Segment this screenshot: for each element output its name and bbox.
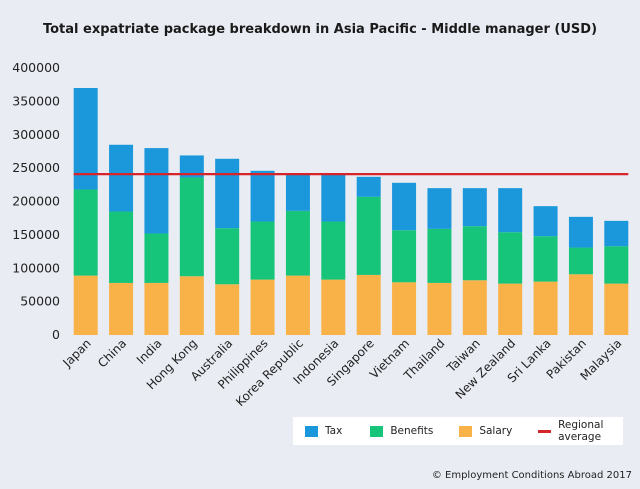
bar-segment-salary — [356, 274, 381, 335]
y-tick-label: 100000 — [12, 260, 60, 275]
bar-segment-salary — [179, 276, 204, 335]
benefits-swatch — [370, 425, 384, 437]
y-tick-label: 50000 — [20, 294, 60, 309]
bar-segment-tax — [392, 182, 417, 231]
bar-segment-tax — [179, 155, 204, 178]
bar-segment-benefits — [144, 233, 169, 283]
y-tick-label: 150000 — [12, 227, 60, 242]
chart-title: Total expatriate package breakdown in As… — [42, 22, 598, 37]
y-tick-label: 300000 — [12, 127, 60, 142]
bar-segment-benefits — [179, 177, 204, 277]
y-tick-label: 350000 — [12, 93, 60, 108]
bar-segment-benefits — [250, 221, 275, 280]
bar-segment-salary — [144, 282, 169, 335]
legend-item-regional-average: Regional average — [538, 419, 623, 443]
bar-segment-tax — [109, 144, 134, 212]
bar-segment-salary — [109, 282, 134, 335]
bar-segment-salary — [533, 281, 558, 335]
copyright-footer: © Employment Conditions Abroad 2017 — [431, 470, 632, 481]
x-tick-label: China — [95, 336, 129, 370]
y-tick-label: 0 — [52, 327, 60, 342]
salary-swatch — [459, 425, 473, 437]
bar-segment-tax — [462, 188, 487, 227]
bar-segment-tax — [321, 174, 346, 222]
legend-label-salary: Salary — [479, 425, 513, 437]
bar-segment-benefits — [568, 247, 593, 275]
legend-item-salary: Salary — [459, 425, 512, 437]
y-tick-label: 250000 — [12, 160, 60, 175]
bar-segment-salary — [498, 283, 523, 335]
regional-average-swatch — [538, 429, 552, 433]
bar-segment-benefits — [498, 232, 523, 284]
bar-segment-benefits — [462, 226, 487, 281]
bar-segment-salary — [568, 274, 593, 335]
bar-segment-tax — [427, 188, 452, 229]
legend-item-benefits: Benefits — [370, 425, 433, 437]
bar-segment-tax — [356, 176, 381, 197]
legend: Tax Benefits Salary Regional average — [293, 417, 623, 445]
bar-segment-benefits — [356, 196, 381, 275]
bar-segment-benefits — [392, 230, 417, 283]
legend-label-tax: Tax — [325, 425, 343, 437]
legend-item-tax: Tax — [305, 425, 342, 437]
bar-segment-tax — [144, 148, 169, 234]
bar-segment-tax — [215, 158, 240, 229]
legend-label-regional-average: Regional average — [558, 419, 604, 443]
bar-segment-tax — [604, 220, 629, 247]
y-tick-label: 400000 — [12, 60, 60, 75]
x-tick-label: Japan — [60, 336, 94, 370]
legend-label-benefits: Benefits — [390, 425, 434, 437]
bar-segment-benefits — [321, 221, 346, 280]
y-tick-label: 200000 — [12, 194, 60, 209]
bar-segment-benefits — [215, 228, 240, 285]
bar-segment-salary — [462, 280, 487, 335]
bar-segment-tax — [533, 206, 558, 237]
tax-swatch — [305, 425, 318, 437]
bar-segment-benefits — [533, 236, 558, 282]
bar-segment-benefits — [109, 211, 134, 283]
bar-segment-tax — [285, 174, 310, 211]
x-tick-label: India — [134, 336, 165, 367]
bar-segment-tax — [498, 188, 523, 233]
bar-segment-benefits — [427, 228, 452, 283]
bar-segment-salary — [285, 275, 310, 335]
bar-segment-salary — [73, 275, 98, 335]
bar-segment-tax — [250, 170, 275, 222]
bar-segment-salary — [215, 284, 240, 335]
bar-segment-salary — [321, 279, 346, 335]
bar-segment-tax — [73, 88, 98, 190]
bar-segment-benefits — [73, 189, 98, 276]
bar-segment-benefits — [285, 210, 310, 276]
stacked-bar-chart: 0 50000 100000 150000 200000 250000 300000 3500… — [12, 60, 629, 409]
bar-segment-benefits — [604, 246, 629, 284]
y-axis: 0 50000 100000 150000 200000 250000 300000 3500… — [12, 60, 60, 342]
bar-segment-tax — [568, 216, 593, 248]
bar-segment-salary — [604, 283, 629, 335]
bars — [73, 88, 629, 335]
bar-segment-salary — [427, 282, 452, 335]
bar-segment-salary — [392, 282, 417, 335]
bar-segment-salary — [250, 279, 275, 335]
